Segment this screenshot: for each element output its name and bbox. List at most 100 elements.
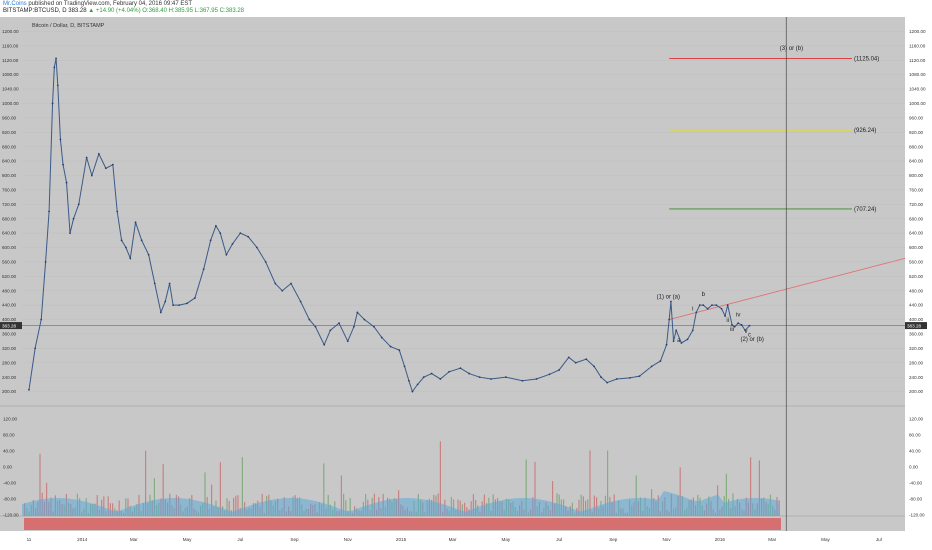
price-point xyxy=(72,217,75,220)
wave-label: iv xyxy=(736,313,740,319)
price-point xyxy=(668,318,671,321)
price-point xyxy=(665,343,668,346)
y-tick-label-left: 480.00 xyxy=(2,288,16,293)
price-point xyxy=(164,300,167,303)
x-tick-label: 11 xyxy=(27,537,32,542)
price-point xyxy=(120,239,123,242)
author-name[interactable]: Mr.Coins xyxy=(3,1,27,7)
indicator-tick-right: 80.00 xyxy=(909,433,921,438)
volume-bar xyxy=(593,495,595,516)
price-point xyxy=(231,243,234,245)
y-tick-label-left: 520.00 xyxy=(2,274,16,279)
y-tick-label-left: 280.00 xyxy=(2,360,16,365)
wave-annotations: (1) or (a)(2) or (b)(3) or (b)abciiiiiii… xyxy=(657,46,803,344)
volume-bar xyxy=(475,499,477,516)
indicator-tick-right: -80.00 xyxy=(909,497,922,502)
volume-bar xyxy=(145,450,147,516)
bitcoin-price-chart[interactable]: Bitcoin / Dollar, D, BITSTAMP (1125.04)(… xyxy=(0,17,932,550)
volume-bar xyxy=(470,501,472,516)
y-tick-label-left: 360.00 xyxy=(2,332,16,337)
price-change: ▲ +14.90 (+4.04%) xyxy=(88,8,141,14)
price-point xyxy=(55,57,57,60)
price-point xyxy=(77,203,80,206)
y-tick-label-right: 280.00 xyxy=(909,360,923,365)
price-point xyxy=(346,340,349,343)
price-point xyxy=(140,239,143,242)
price-point xyxy=(698,304,701,307)
wave-label: b xyxy=(702,292,706,298)
y-tick-label-left: 560.00 xyxy=(2,260,16,265)
price-point xyxy=(740,324,743,326)
price-point xyxy=(90,174,93,177)
price-point xyxy=(733,325,736,328)
price-point xyxy=(567,356,570,359)
y-tick-label-left: 1160.00 xyxy=(2,43,19,48)
price-point xyxy=(615,378,618,380)
volume-bar xyxy=(127,498,129,516)
x-tick-label: Mar xyxy=(130,537,138,542)
price-point xyxy=(468,372,471,375)
price-point xyxy=(672,340,675,343)
indicator-tick-right: -40.00 xyxy=(909,481,922,486)
y-tick-label-right: 440.00 xyxy=(909,303,923,308)
price-point xyxy=(411,390,414,393)
y-tick-label-right: 1160.00 xyxy=(909,43,926,48)
x-tick-label: May xyxy=(821,537,830,542)
price-point xyxy=(593,365,595,368)
price-point xyxy=(574,361,577,364)
y-tick-label-right: 360.00 xyxy=(909,332,923,337)
price-point xyxy=(314,325,317,328)
price-point xyxy=(225,253,228,256)
price-point xyxy=(59,138,62,141)
volume-bar xyxy=(589,450,591,516)
wave-label: i xyxy=(692,307,693,313)
price-point xyxy=(403,365,406,368)
x-tick-label: Nov xyxy=(344,537,353,542)
wave-label: (1) or (a) xyxy=(657,295,680,301)
volume-bar xyxy=(226,498,228,516)
indicator-tick-left: -80.00 xyxy=(3,497,16,502)
price-point xyxy=(129,257,132,260)
volume-bar xyxy=(323,463,325,516)
price-point xyxy=(504,376,507,379)
y-tick-label-right: 1040.00 xyxy=(909,87,926,92)
volume-bar xyxy=(118,500,120,516)
x-tick-label: Jul xyxy=(237,537,243,542)
volume-bar xyxy=(107,496,109,516)
indicator-axis: 120.00 120.00 80.00 80.00 40.00 40.00 0.00 0.00… xyxy=(3,417,925,518)
price-point xyxy=(650,365,653,368)
price-point xyxy=(715,304,718,307)
price-point xyxy=(85,156,88,159)
x-axis-band xyxy=(0,531,932,550)
volume-bar xyxy=(758,460,760,516)
price-point xyxy=(659,360,662,362)
price-point xyxy=(281,289,284,292)
indicator-tick-right: 120.00 xyxy=(909,417,923,422)
volume-bar xyxy=(365,494,367,516)
price-point xyxy=(247,235,250,238)
volume-bar xyxy=(725,473,727,516)
volume-bar xyxy=(345,500,347,516)
wave-label: ii xyxy=(726,318,729,324)
volume-bar xyxy=(472,494,474,516)
price-point xyxy=(44,261,47,263)
price-point xyxy=(680,342,683,344)
volume-bar xyxy=(552,481,554,516)
y-tick-label-right: 1120.00 xyxy=(909,58,926,63)
price-point xyxy=(329,329,332,332)
price-point xyxy=(308,318,311,321)
price-point xyxy=(168,282,171,285)
volume-bar xyxy=(39,453,41,516)
x-tick-label: 2016 xyxy=(715,537,726,542)
price-point xyxy=(521,379,524,382)
price-point xyxy=(459,367,462,370)
indicator-tick-left: 120.00 xyxy=(3,417,17,422)
volume-bar xyxy=(607,450,609,516)
price-point xyxy=(239,232,242,235)
price-point xyxy=(724,315,726,317)
volume-bar xyxy=(219,462,221,516)
fib-level-label: (707.24) xyxy=(854,207,876,213)
price-point xyxy=(65,181,68,184)
price-point xyxy=(214,225,217,227)
price-point xyxy=(159,311,162,314)
